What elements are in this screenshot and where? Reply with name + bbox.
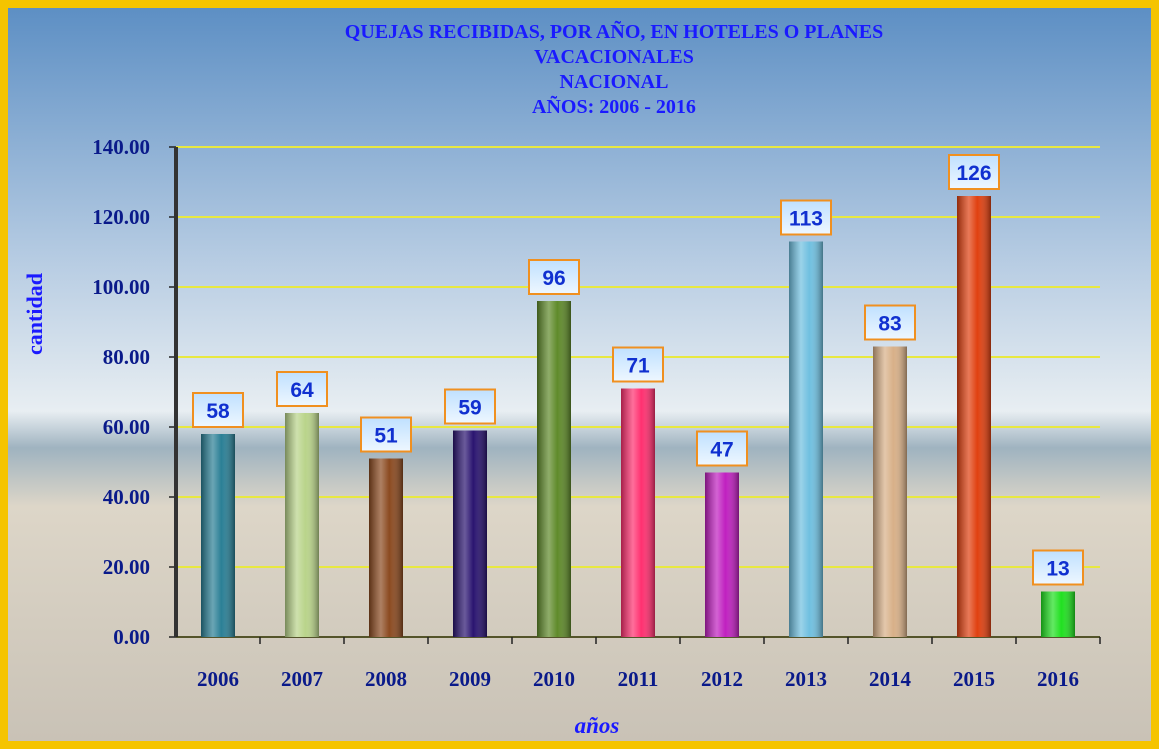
x-tick-label: 2016 xyxy=(1037,667,1079,691)
bar-shade xyxy=(957,196,991,637)
y-tick-label: 80.00 xyxy=(103,345,150,369)
title-line: AÑOS: 2006 - 2016 xyxy=(532,95,696,118)
value-label: 58 xyxy=(206,400,230,423)
x-tick-label: 2012 xyxy=(701,667,743,691)
x-tick-label: 2009 xyxy=(449,667,491,691)
bar-shade xyxy=(285,413,319,637)
bar-shade xyxy=(621,389,655,638)
y-axis-label: cantidad xyxy=(22,273,47,355)
y-tick-label: 0.00 xyxy=(113,625,150,649)
title-line: NACIONAL xyxy=(560,71,669,93)
x-tick-label: 2008 xyxy=(365,667,407,691)
value-label: 96 xyxy=(542,267,565,290)
bar-shade xyxy=(789,242,823,638)
value-label: 59 xyxy=(458,397,481,420)
value-label: 126 xyxy=(956,162,991,185)
value-label: 71 xyxy=(626,355,650,378)
value-label: 64 xyxy=(290,379,314,402)
bar-shade xyxy=(369,459,403,638)
value-label: 113 xyxy=(789,208,823,231)
y-tick-label: 100.00 xyxy=(92,275,150,299)
bar-shade xyxy=(201,434,235,637)
value-label: 51 xyxy=(374,425,398,448)
x-tick-label: 2006 xyxy=(197,667,239,691)
title-line: VACACIONALES xyxy=(534,46,694,68)
bar-shade xyxy=(1041,592,1075,638)
value-label: 47 xyxy=(710,439,733,462)
y-tick-label: 140.00 xyxy=(92,135,150,159)
bar-shade xyxy=(537,301,571,637)
title-line: QUEJAS RECIBIDAS, POR AÑO, EN HOTELES O … xyxy=(345,20,883,43)
x-axis-label: años xyxy=(575,713,620,738)
bar-shade xyxy=(705,473,739,638)
y-tick-label: 20.00 xyxy=(103,555,150,579)
x-tick-label: 2014 xyxy=(869,667,912,691)
x-tick-label: 2013 xyxy=(785,667,827,691)
chart: QUEJAS RECIBIDAS, POR AÑO, EN HOTELES O … xyxy=(0,0,1159,749)
value-label: 83 xyxy=(878,313,901,336)
y-tick-label: 120.00 xyxy=(92,205,150,229)
y-tick-label: 40.00 xyxy=(103,485,150,509)
x-tick-label: 2010 xyxy=(533,667,575,691)
bar-shade xyxy=(873,347,907,638)
x-tick-label: 2011 xyxy=(618,667,659,691)
x-tick-label: 2007 xyxy=(281,667,323,691)
x-tick-label: 2015 xyxy=(953,667,995,691)
value-label: 13 xyxy=(1046,558,1069,581)
y-tick-label: 60.00 xyxy=(103,415,150,439)
bar-shade xyxy=(453,431,487,638)
